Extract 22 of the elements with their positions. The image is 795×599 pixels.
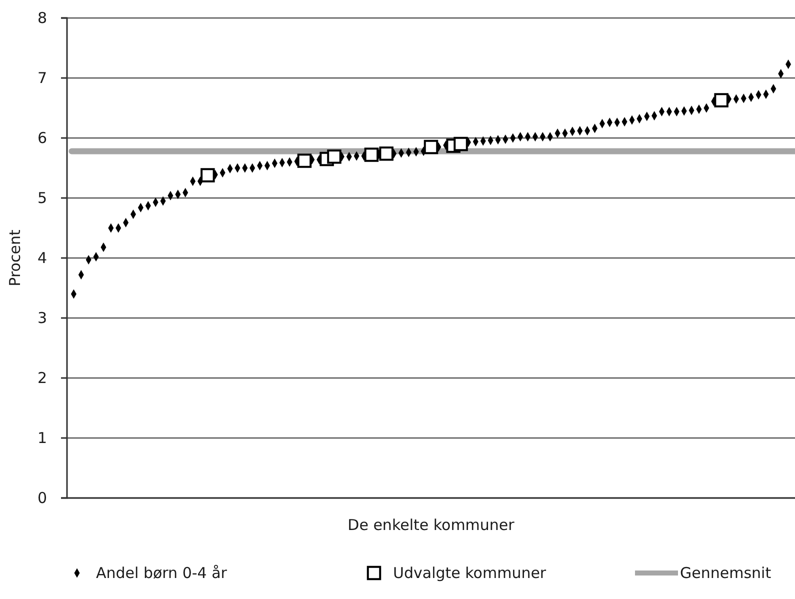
- legend-label: Gennemsnit: [680, 564, 772, 582]
- point: [364, 148, 379, 162]
- y-tick-label: 2: [37, 368, 47, 387]
- y-tick-label: 1: [37, 428, 47, 447]
- point: [379, 146, 394, 161]
- y-axis-title: Procent: [6, 230, 24, 286]
- point: [454, 136, 468, 152]
- y-tick-label: 4: [37, 248, 47, 267]
- legend-label: Udvalgte kommuner: [393, 564, 547, 582]
- y-tick-label: 8: [37, 8, 47, 27]
- point: [200, 168, 215, 182]
- y-tick-label: 3: [37, 308, 47, 327]
- y-tick-label: 6: [37, 128, 47, 147]
- y-tick-label: 7: [37, 68, 47, 87]
- legend-label: Andel børn 0-4 år: [96, 564, 228, 582]
- point: [714, 93, 728, 108]
- point: [327, 149, 342, 164]
- y-tick-label: 5: [37, 188, 47, 207]
- y-tick-label: 0: [37, 488, 47, 507]
- x-axis-title: De enkelte kommuner: [348, 516, 516, 534]
- point: [297, 154, 312, 168]
- point: [424, 140, 438, 154]
